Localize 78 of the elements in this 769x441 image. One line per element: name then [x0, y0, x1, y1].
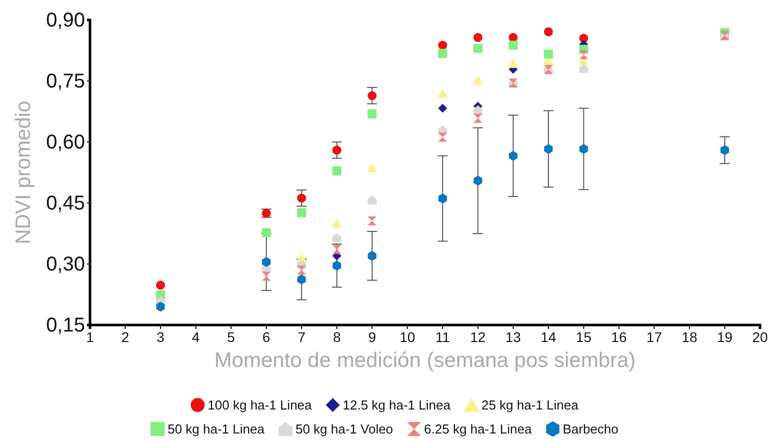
point: [262, 272, 271, 281]
point: [473, 114, 482, 123]
point: [472, 76, 484, 85]
x-tick-label: 5: [227, 328, 236, 345]
point: [508, 59, 518, 68]
point: [368, 250, 376, 261]
x-tick-label: 17: [646, 328, 662, 345]
point: [473, 32, 482, 42]
point: [508, 150, 518, 161]
y-tick-label: 0,75: [46, 70, 85, 92]
y-axis-title: NDVI promedio: [12, 100, 35, 244]
point: [262, 257, 271, 267]
point: [720, 145, 730, 156]
x-tick-label: 12: [470, 328, 486, 345]
point: [579, 50, 588, 60]
legend-label: 6.25 kg ha-1 Linea: [424, 422, 533, 437]
point: [332, 218, 342, 228]
point: [544, 144, 553, 154]
x-tick-label: 1: [86, 328, 94, 345]
point: [368, 91, 377, 100]
point: [438, 104, 448, 113]
x-tick-label: 19: [716, 328, 733, 345]
point: [368, 216, 377, 226]
point: [438, 40, 448, 50]
point: [579, 144, 588, 154]
point: [437, 88, 448, 98]
point: [474, 176, 482, 186]
x-tick-label: 20: [752, 328, 768, 345]
point: [156, 302, 165, 312]
x-tick-label: 11: [435, 328, 450, 345]
y-tick-label: 0,90: [46, 9, 85, 32]
point: [508, 40, 518, 50]
x-tick-label: 3: [156, 328, 165, 345]
point: [368, 109, 377, 118]
point: [438, 194, 447, 204]
point: [438, 48, 448, 58]
legend-label: 25 kg ha-1 Linea: [481, 398, 580, 413]
legend-label: Barbecho: [562, 422, 618, 437]
x-tick-label: 4: [192, 328, 200, 345]
point: [262, 228, 271, 238]
y-tick-label: 0,15: [46, 314, 85, 336]
x-tick-label: 8: [332, 328, 341, 345]
x-tick-label: 7: [298, 328, 306, 345]
x-tick-label: 2: [121, 328, 130, 345]
y-tick-label: 0,30: [46, 253, 85, 276]
point: [297, 274, 306, 284]
legend-label: 12.5 kg ha-1 Linea: [342, 398, 452, 413]
point: [544, 27, 553, 36]
point: [579, 64, 588, 73]
point: [297, 194, 306, 203]
point: [332, 166, 342, 176]
y-tick-label: 0,60: [46, 131, 85, 154]
point: [544, 50, 553, 59]
point: [156, 280, 166, 290]
x-axis-title: Momento de medición (semana pos siembra): [214, 349, 636, 372]
x-tick-label: 13: [505, 328, 522, 345]
legend-label: 100 kg ha-1 Linea: [208, 398, 313, 413]
point: [473, 44, 482, 53]
point: [332, 260, 342, 271]
point: [332, 244, 342, 254]
legend-label: 50 kg ha-1 Linea: [168, 422, 266, 437]
x-tick-label: 15: [576, 328, 592, 345]
point: [473, 105, 482, 114]
point: [366, 163, 378, 172]
point: [332, 233, 342, 242]
point: [297, 208, 306, 218]
x-tick-label: 9: [368, 328, 376, 345]
x-tick-label: 18: [682, 328, 698, 345]
y-tick-label: 0,45: [46, 192, 85, 214]
x-tick-label: 16: [611, 328, 627, 345]
point: [297, 266, 306, 275]
point: [332, 146, 342, 155]
point: [438, 132, 448, 142]
x-tick-label: 14: [540, 328, 556, 345]
point: [368, 196, 377, 205]
x-tick-label: 10: [400, 328, 416, 345]
legend-label: 50 kg ha-1 Voleo: [295, 422, 394, 437]
x-tick-label: 6: [262, 328, 270, 345]
